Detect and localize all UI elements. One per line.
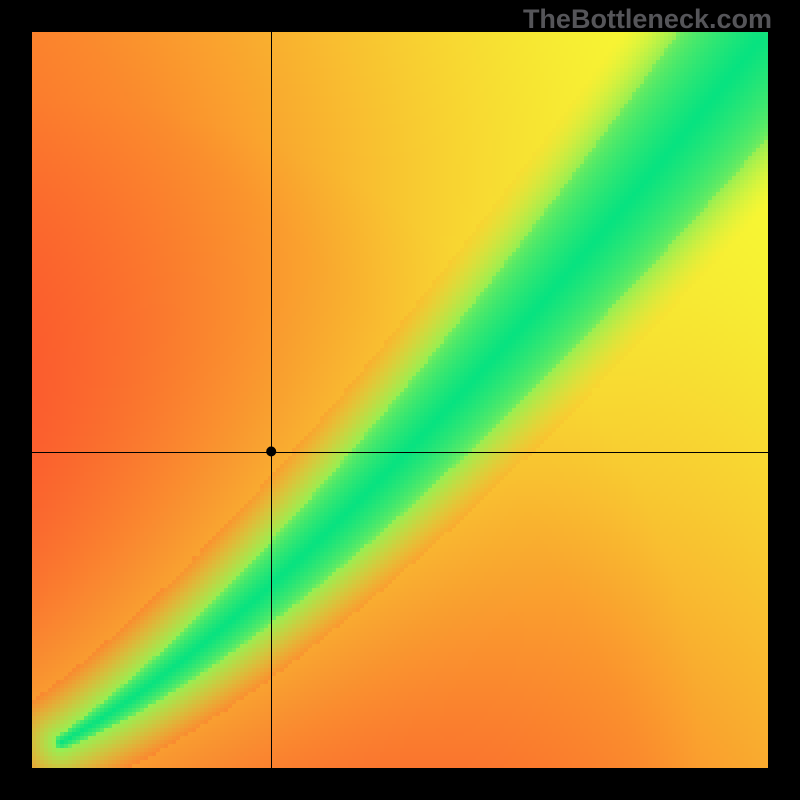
frame-right [768,0,800,800]
frame-bottom [0,768,800,800]
watermark-text: TheBottleneck.com [523,4,772,35]
frame-left [0,0,32,800]
crosshair-overlay [32,32,768,768]
